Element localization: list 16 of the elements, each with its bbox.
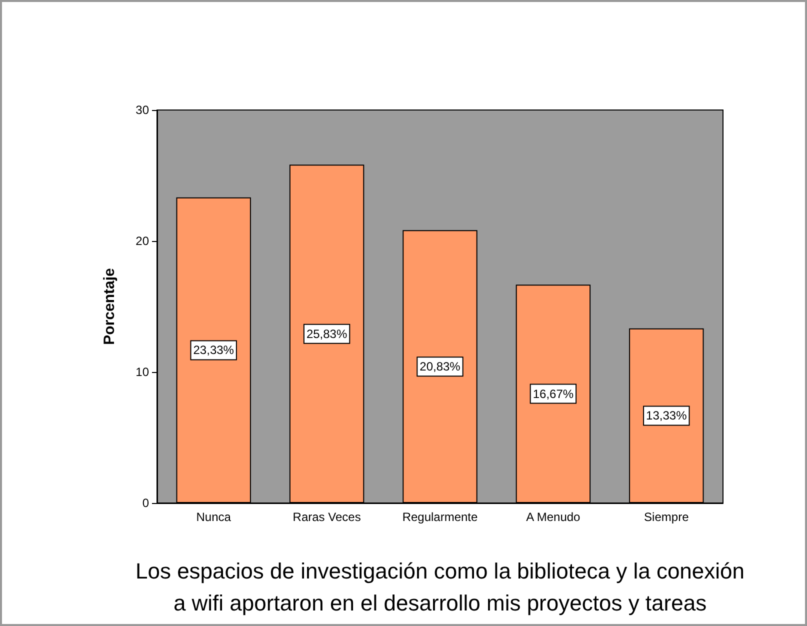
x-tick-label: Nunca [196,510,232,524]
x-tick-label: A Menudo [526,510,581,524]
y-tick-label: 20 [136,234,150,248]
x-tick-label: Siempre [644,510,690,524]
y-tick-label: 10 [136,365,150,379]
x-axis-title: Los espacios de investigación como la biblioteca y la conexión a wifi aportaron en el desarrollo mis proyectos y tareas [135,558,745,616]
y-tick-label: 30 [136,103,150,117]
data-label: 23,33% [193,343,234,358]
data-label: 13,33% [646,408,688,423]
y-tick-label: 0 [142,496,150,510]
data-label: 16,67% [532,386,574,401]
y-axis-title: Porcentaje [101,268,118,345]
x-tick-label: Regularmente [402,510,478,524]
data-label: 20,83% [420,360,461,374]
x-tick-label: Raras Veces [292,510,361,524]
data-label: 25,83% [306,326,348,341]
